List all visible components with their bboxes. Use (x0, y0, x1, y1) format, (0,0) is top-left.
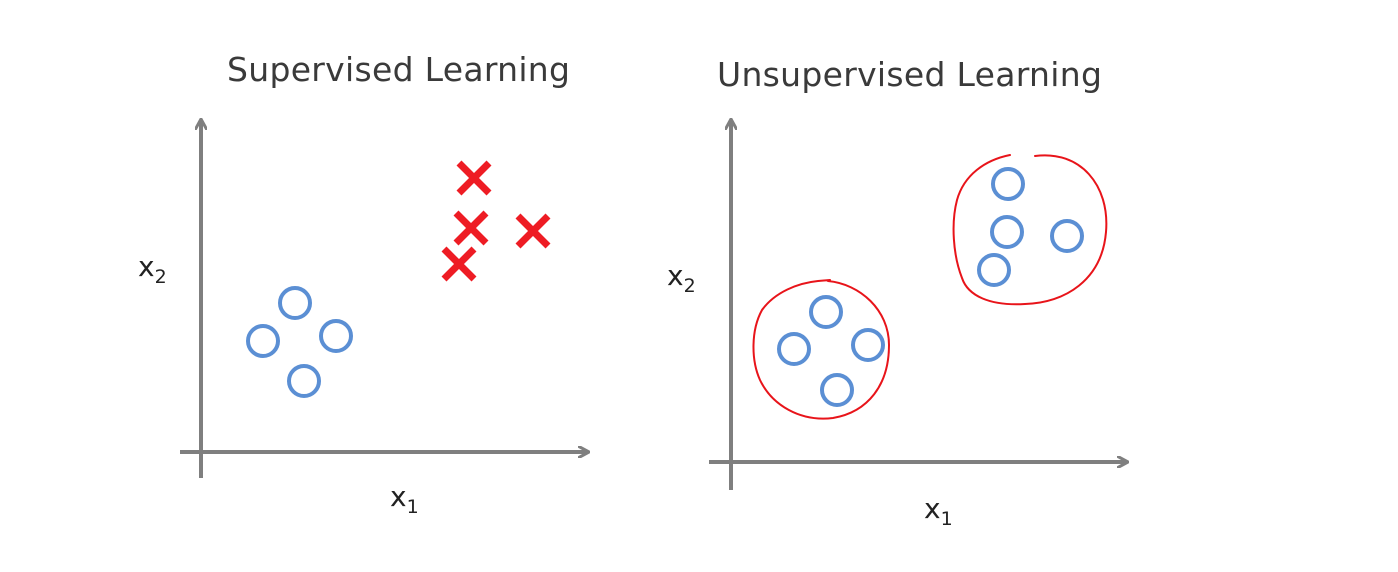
supervised-class-o (246, 286, 353, 398)
cross-marker (515, 213, 551, 249)
supervised-class-x (441, 160, 551, 282)
unsupervised-x-axis-label: x1 (924, 492, 953, 530)
circle-marker (278, 286, 312, 320)
x-axis-subscript: 1 (940, 508, 953, 530)
cluster-outline-upper (952, 154, 1108, 306)
supervised-x-axis-label: x1 (390, 480, 419, 518)
supervised-title: Supervised Learning (227, 50, 571, 89)
cluster-outline-lower (752, 279, 890, 420)
y-axis-symbol: x (138, 250, 155, 283)
circle-marker (287, 364, 321, 398)
circle-marker (990, 215, 1024, 249)
supervised-axes (180, 120, 588, 478)
y-axis-symbol: x (667, 259, 684, 292)
circle-marker (319, 319, 353, 353)
circle-marker (1050, 219, 1084, 253)
unsupervised-axes (709, 120, 1127, 490)
x-axis-symbol: x (924, 492, 941, 525)
cluster-outlines (752, 154, 1108, 420)
circle-marker (977, 253, 1011, 287)
x-axis-symbol: x (390, 480, 407, 513)
circle-marker (246, 324, 280, 358)
circle-marker (777, 332, 811, 366)
circle-marker (820, 373, 854, 407)
y-axis-subscript: 2 (154, 266, 167, 288)
unsupervised-points (777, 167, 1084, 407)
circle-marker (851, 328, 885, 362)
x-axis-subscript: 1 (406, 496, 419, 518)
supervised-y-axis-label: x2 (138, 250, 167, 288)
unsupervised-y-axis-label: x2 (667, 259, 696, 297)
cross-marker (453, 210, 489, 246)
unsupervised-title: Unsupervised Learning (717, 55, 1103, 94)
cross-marker (456, 160, 492, 196)
y-axis-subscript: 2 (683, 275, 696, 297)
cross-marker (441, 246, 477, 282)
circle-marker (991, 167, 1025, 201)
circle-marker (809, 295, 843, 329)
